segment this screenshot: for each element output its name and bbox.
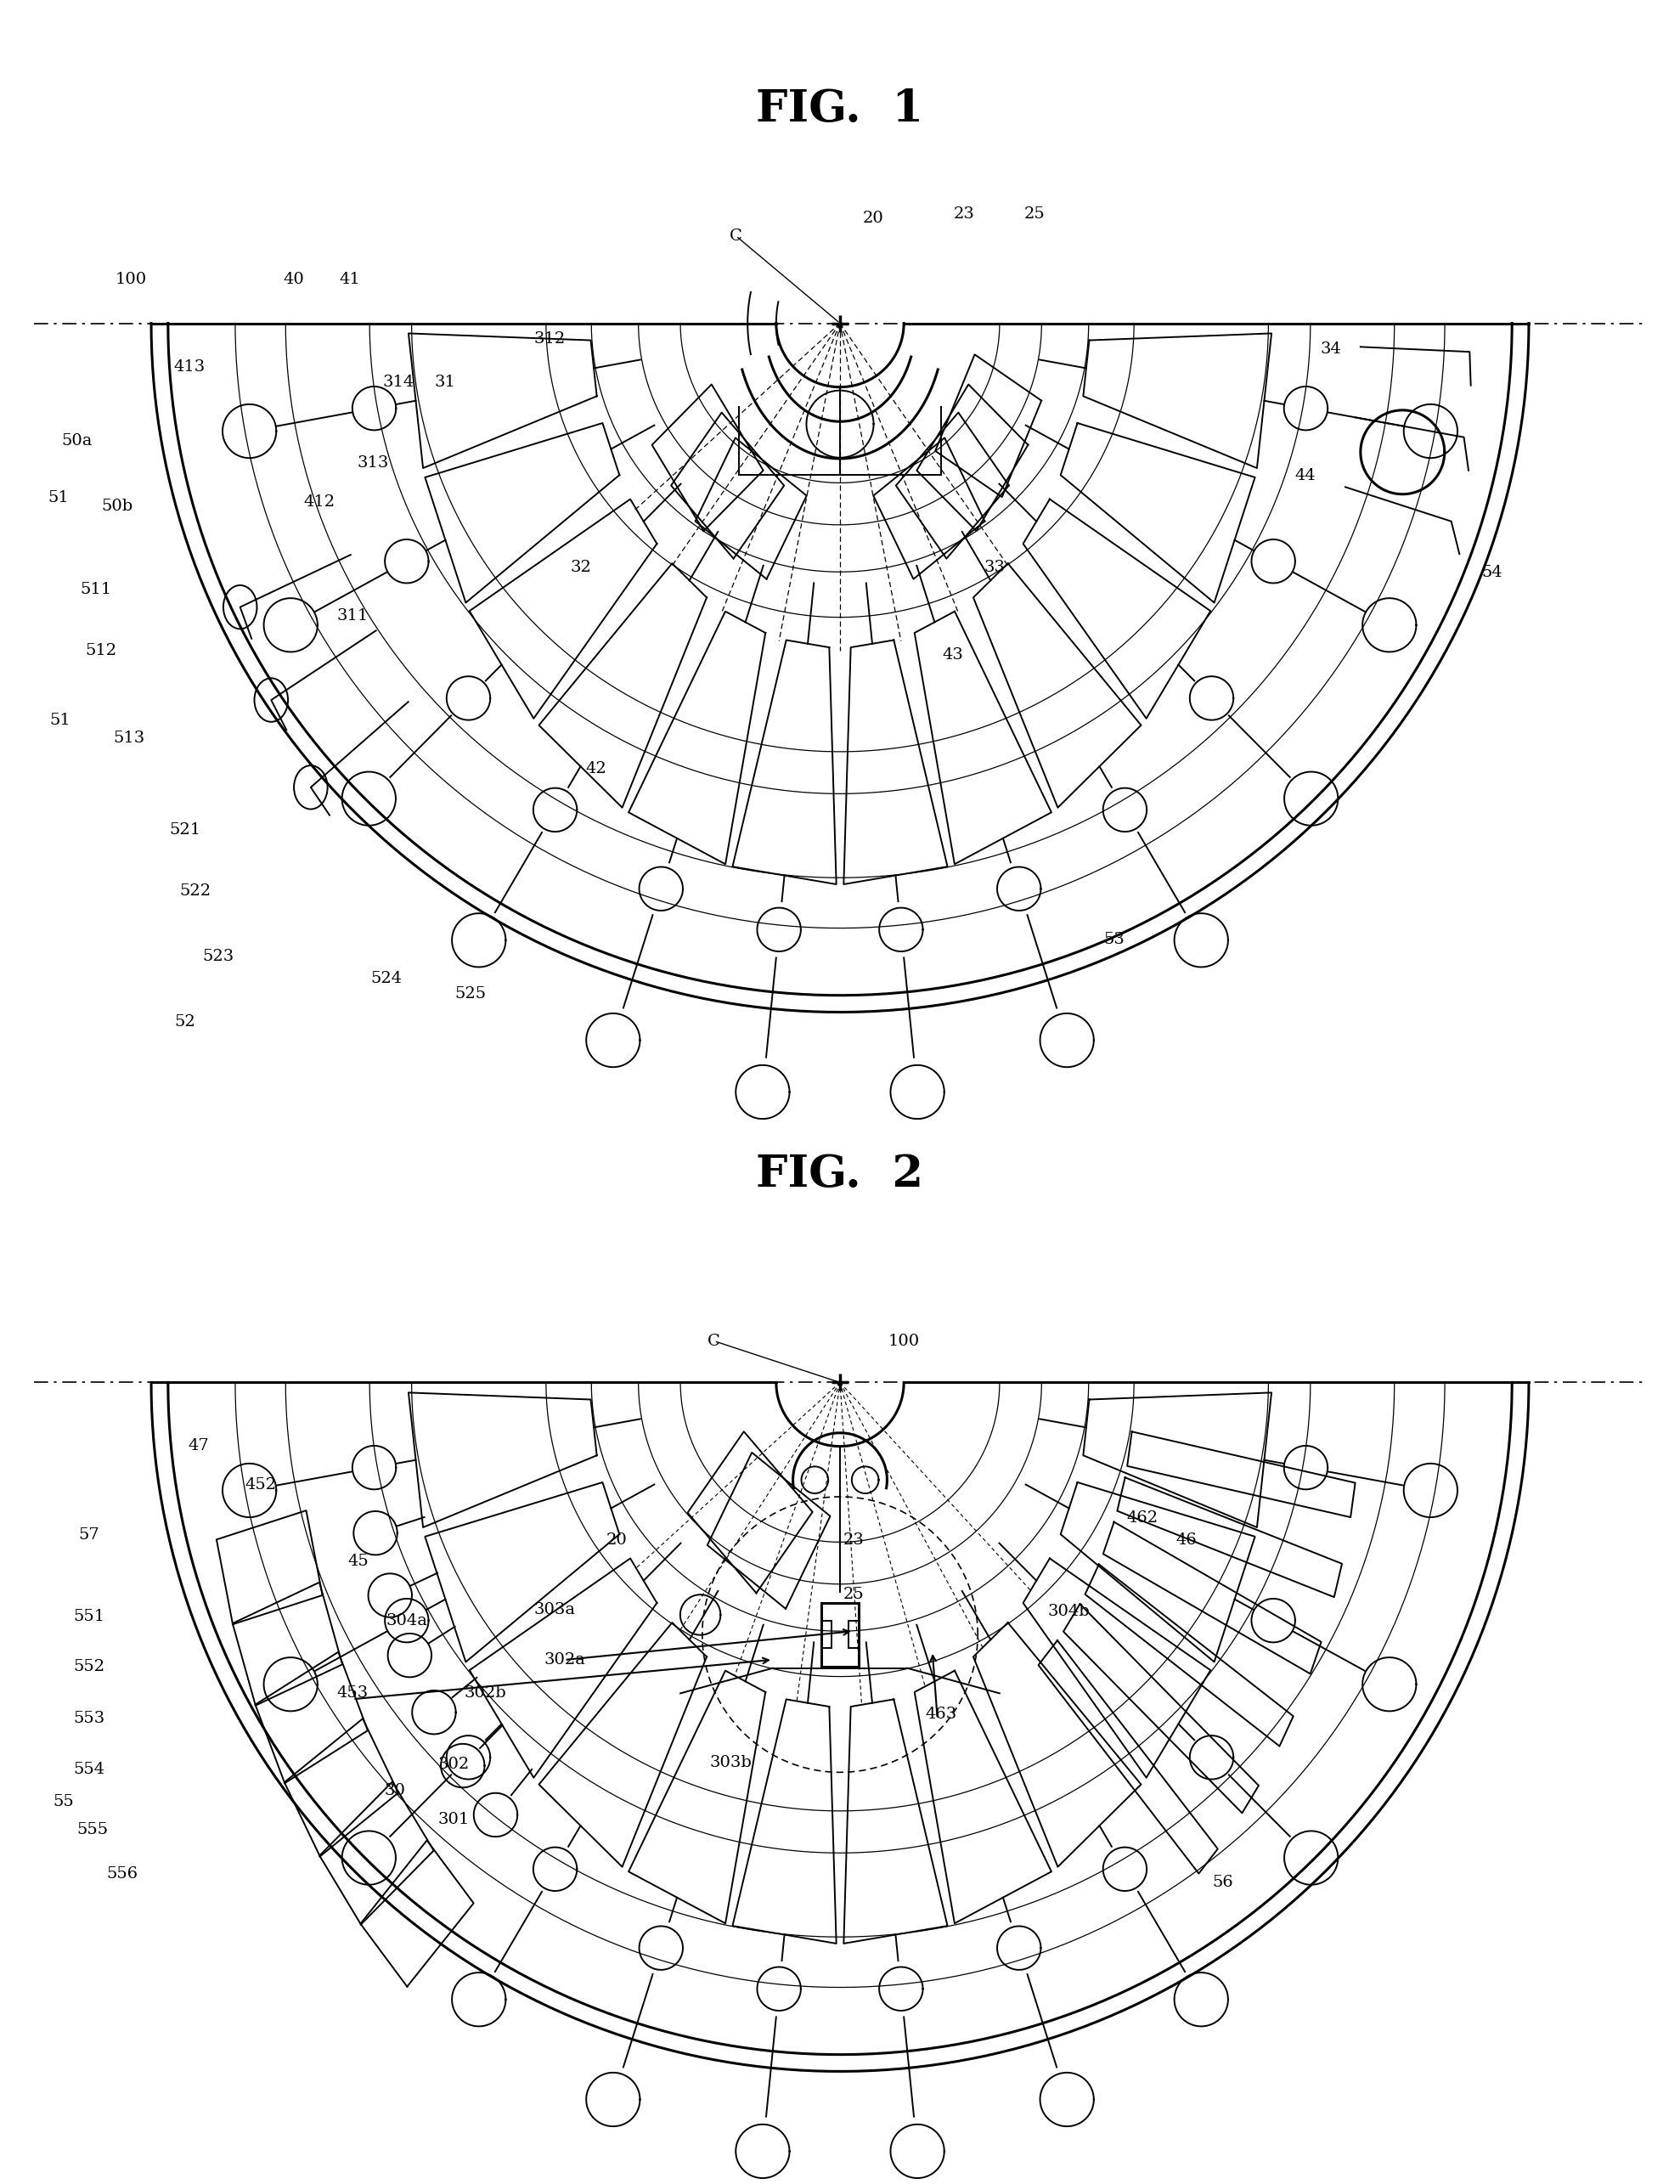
Text: 51: 51 (49, 489, 69, 507)
Text: 44: 44 (1295, 467, 1315, 485)
Text: 555: 555 (77, 1821, 108, 1839)
Text: 463: 463 (926, 1706, 956, 1723)
Text: 556: 556 (108, 1865, 138, 1883)
Text: 412: 412 (304, 494, 334, 511)
Text: 57: 57 (79, 1527, 99, 1544)
Text: 311: 311 (338, 607, 368, 625)
Text: 20: 20 (864, 210, 884, 227)
Text: 304a: 304a (386, 1612, 427, 1629)
Bar (822, 1603, 858, 1666)
Text: 301: 301 (438, 1811, 469, 1828)
Text: 525: 525 (455, 985, 486, 1002)
Text: 30: 30 (385, 1782, 405, 1800)
Text: 302b: 302b (464, 1684, 507, 1701)
Text: 52: 52 (175, 1013, 195, 1031)
Text: 302: 302 (438, 1756, 469, 1773)
Text: 53: 53 (1104, 930, 1124, 948)
Text: 23: 23 (843, 1531, 864, 1548)
Text: 303a: 303a (534, 1601, 575, 1618)
Text: C: C (707, 1332, 721, 1350)
Text: 40: 40 (284, 271, 304, 288)
Text: 25: 25 (843, 1586, 864, 1603)
Text: 51: 51 (50, 712, 71, 729)
Text: 31: 31 (435, 373, 455, 391)
Text: 20: 20 (606, 1531, 627, 1548)
Text: 462: 462 (1127, 1509, 1158, 1527)
Text: 50a: 50a (62, 432, 92, 450)
Text: 522: 522 (180, 882, 210, 900)
Text: 521: 521 (170, 821, 200, 839)
Text: 511: 511 (81, 581, 111, 598)
Text: 41: 41 (339, 271, 360, 288)
Text: 313: 313 (358, 454, 388, 472)
Text: FIG.  1: FIG. 1 (756, 87, 924, 131)
Text: 23: 23 (954, 205, 974, 223)
Text: 304b: 304b (1047, 1603, 1090, 1621)
Text: 45: 45 (348, 1553, 368, 1570)
Text: 56: 56 (1213, 1874, 1233, 1891)
Text: 553: 553 (74, 1710, 104, 1728)
Text: 314: 314 (383, 373, 413, 391)
Text: 46: 46 (1176, 1531, 1196, 1548)
Text: 552: 552 (74, 1658, 104, 1675)
Text: 43: 43 (942, 646, 963, 664)
Text: 312: 312 (534, 330, 564, 347)
Text: 100: 100 (116, 271, 146, 288)
Text: 453: 453 (338, 1684, 368, 1701)
Text: C: C (729, 227, 743, 245)
Bar (822, 1621, 832, 1649)
Text: 50b: 50b (102, 498, 133, 515)
Text: 25: 25 (1025, 205, 1045, 223)
Text: 512: 512 (86, 642, 116, 660)
Text: 303b: 303b (709, 1754, 753, 1771)
Text: 34: 34 (1320, 341, 1341, 358)
Text: FIG.  2: FIG. 2 (756, 1153, 924, 1197)
Text: 554: 554 (74, 1760, 104, 1778)
Text: 413: 413 (175, 358, 205, 376)
Text: 100: 100 (889, 1332, 919, 1350)
Text: 524: 524 (371, 970, 402, 987)
Text: 513: 513 (114, 729, 144, 747)
Text: 47: 47 (188, 1437, 208, 1455)
Text: 33: 33 (984, 559, 1005, 577)
Text: 54: 54 (1482, 563, 1502, 581)
Text: 42: 42 (586, 760, 606, 778)
Bar (848, 1621, 858, 1649)
Text: 55: 55 (54, 1793, 74, 1811)
Text: 452: 452 (245, 1476, 276, 1494)
Text: 32: 32 (571, 559, 591, 577)
Text: 551: 551 (74, 1607, 104, 1625)
Text: 302a: 302a (544, 1651, 585, 1669)
Text: 523: 523 (203, 948, 234, 965)
